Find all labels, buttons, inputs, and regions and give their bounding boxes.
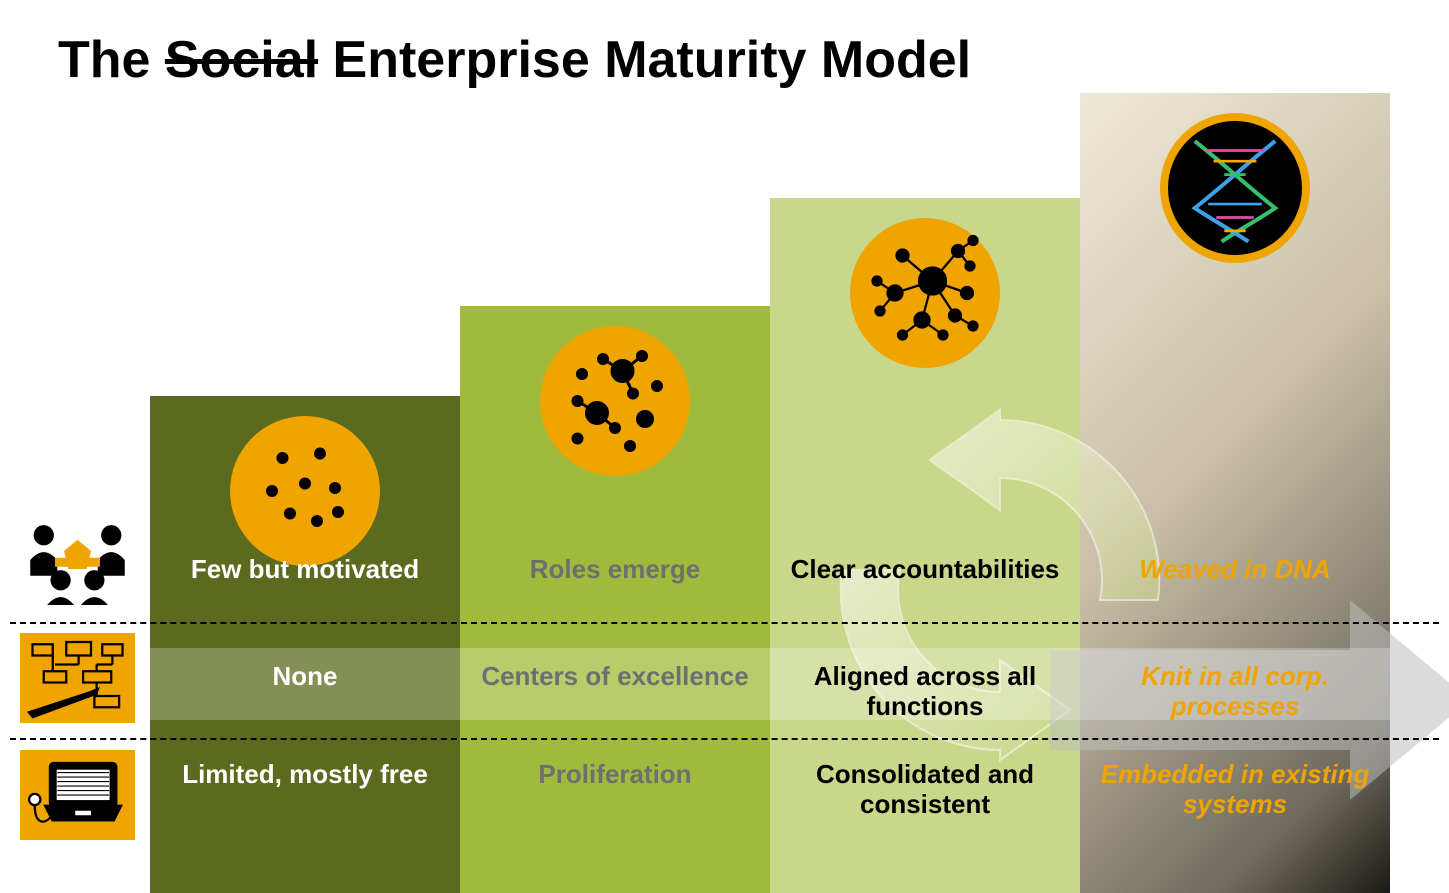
col1-people-label: Few but motivated bbox=[150, 555, 460, 585]
technology-icon bbox=[20, 750, 135, 840]
process-icon bbox=[20, 633, 135, 723]
col2-tech-label: Proliferation bbox=[460, 760, 770, 790]
maturity-column-2 bbox=[460, 306, 770, 893]
row-divider-2 bbox=[10, 738, 1439, 740]
col3-process-label: Aligned across all functions bbox=[770, 662, 1080, 722]
col3-people-label: Clear accountabilities bbox=[770, 555, 1080, 585]
col2-people-label: Roles emerge bbox=[460, 555, 770, 585]
col4-tech-label: Embedded in existing systems bbox=[1080, 760, 1390, 820]
col4-people-label: Weaved in DNA bbox=[1080, 555, 1390, 585]
col3-tech-label: Consolidated and consistent bbox=[770, 760, 1080, 820]
col2-process-label: Centers of excellence bbox=[460, 662, 770, 692]
network-dense-icon bbox=[850, 218, 1000, 368]
people-icon bbox=[20, 515, 135, 605]
diagram-stage: Few but motivated None Limited, mostly f… bbox=[0, 0, 1449, 893]
dots-sparse-icon bbox=[230, 416, 380, 566]
col1-process-label: None bbox=[150, 662, 460, 692]
col4-process-label: Knit in all corp. processes bbox=[1080, 662, 1390, 722]
col1-tech-label: Limited, mostly free bbox=[150, 760, 460, 790]
maturity-column-1 bbox=[150, 396, 460, 893]
dots-clustered-icon bbox=[540, 326, 690, 476]
row-divider-1 bbox=[10, 622, 1439, 624]
dna-helix-icon bbox=[1160, 113, 1310, 263]
